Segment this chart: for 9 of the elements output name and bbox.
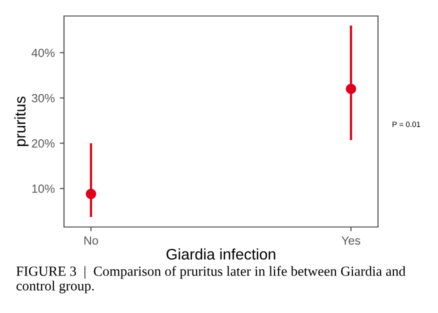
x-tick-label: No xyxy=(84,236,98,245)
y-tick-label: 10% xyxy=(32,184,55,193)
y-tick-label: 20% xyxy=(32,139,55,148)
y-tick-label: 30% xyxy=(32,94,55,102)
y-tick-label: 40% xyxy=(32,48,55,58)
y-axis-title: pruritus xyxy=(14,96,29,146)
x-tick-label: Yes xyxy=(342,236,360,245)
caption: FIGURE 3 | Comparison of pruritus later in life between Giardia and control group. xyxy=(16,266,406,294)
x-axis-title: Giardia infection xyxy=(166,248,276,260)
